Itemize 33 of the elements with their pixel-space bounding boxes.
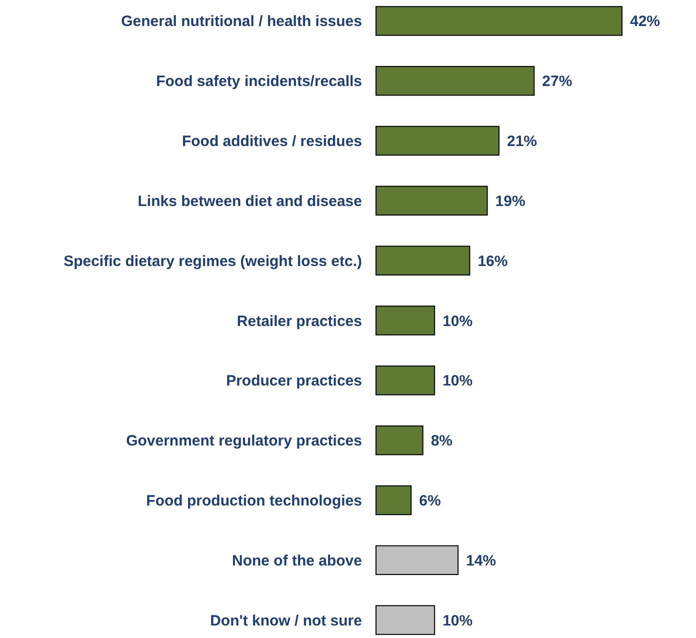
bar [376, 6, 622, 36]
bar [376, 545, 458, 576]
y-tick-label: Producer practices [226, 372, 362, 390]
y-tick-label: Don't know / not sure [210, 612, 362, 630]
data-label: 8% [430, 432, 453, 450]
data-label: 42% [630, 13, 660, 30]
y-tick-label: None of the above [232, 552, 362, 570]
bar [376, 66, 535, 96]
data-label: 19% [495, 192, 526, 210]
y-tick-label: Links between diet and disease [138, 192, 362, 210]
data-label: 10% [442, 612, 473, 630]
data-label: 6% [419, 492, 441, 510]
data-label: 21% [507, 133, 538, 150]
bar [376, 485, 412, 516]
y-tick-label: Government regulatory practices [126, 432, 362, 450]
data-label: 27% [542, 73, 572, 90]
y-tick-label: Food additives / residues [182, 133, 362, 150]
y-tick-label: Specific dietary regimes (weight loss etc.) [64, 252, 362, 270]
y-tick-label: Food production technologies [146, 492, 362, 510]
bar [376, 425, 424, 456]
bar [376, 126, 500, 156]
bar [376, 186, 488, 216]
y-tick-label: Food safety incidents/recalls [156, 73, 362, 90]
data-label: 10% [442, 372, 473, 390]
bar [376, 306, 436, 336]
data-label: 10% [442, 312, 473, 330]
y-tick-label: Retailer practices [236, 312, 362, 330]
bar [376, 366, 436, 396]
bar [376, 605, 436, 635]
data-label: 14% [466, 552, 496, 570]
bar [376, 246, 470, 276]
data-label: 16% [478, 252, 508, 270]
y-tick-label: General nutritional / health issues [121, 13, 362, 30]
